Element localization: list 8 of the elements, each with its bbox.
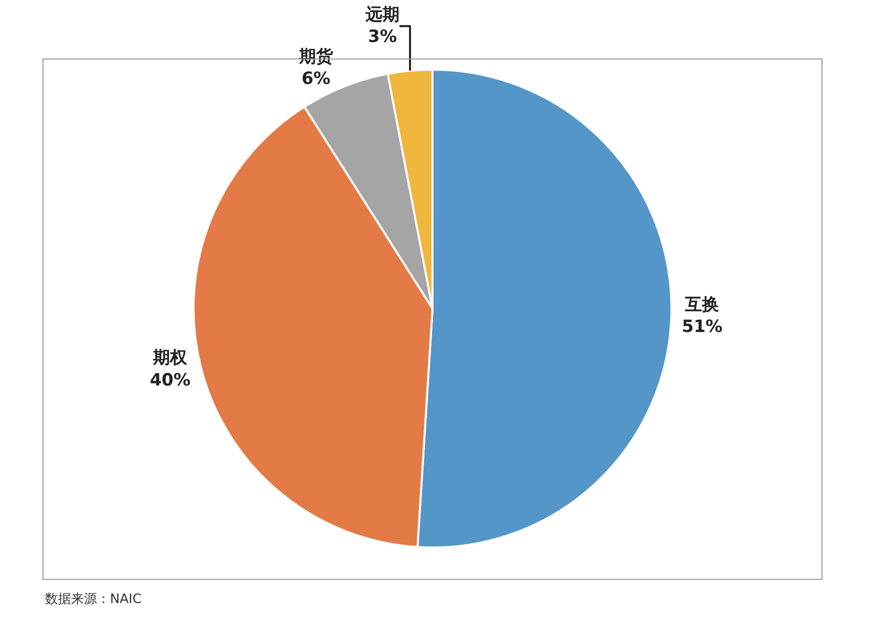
- data-label: 51%: [682, 317, 723, 338]
- slice-label: 远期: [364, 5, 400, 26]
- slice-label: 互换: [684, 295, 720, 316]
- data-label: 40%: [150, 370, 191, 390]
- slice-label: 期权: [152, 348, 188, 368]
- data-label: 3%: [368, 27, 397, 48]
- source-note: 数据来源：NAIC: [45, 592, 142, 607]
- data-label: 6%: [302, 69, 330, 90]
